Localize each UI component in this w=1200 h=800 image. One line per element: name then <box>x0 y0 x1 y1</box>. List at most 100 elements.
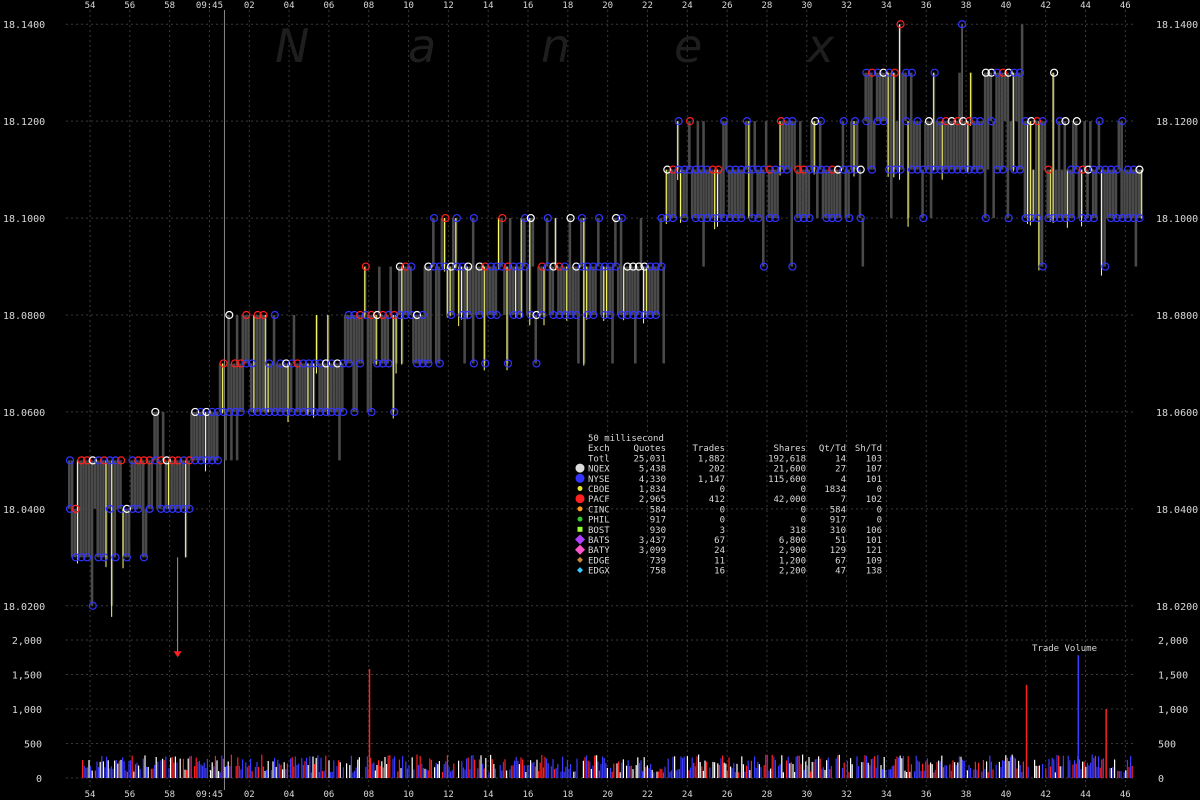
quote-marker-bid <box>219 407 228 417</box>
volume-bar <box>213 766 215 778</box>
volume-bar <box>754 756 756 778</box>
volume-bar <box>370 758 372 778</box>
quote-marker-ask <box>435 262 444 271</box>
volume-bar <box>1075 763 1077 778</box>
legend-cell: 758 <box>650 567 666 577</box>
quote-marker-bid <box>464 310 473 320</box>
volume-bar <box>770 768 772 778</box>
legend-cell: 11 <box>714 556 725 566</box>
volume-bar <box>954 762 956 778</box>
legend-cell: 0 <box>720 505 725 515</box>
volume-bar <box>446 755 448 778</box>
spread-block <box>73 508 77 558</box>
quote-marker-ask <box>424 262 433 271</box>
volume-bar <box>534 766 536 778</box>
x-tick-label-bottom: 30 <box>801 790 812 800</box>
spread-block <box>1046 169 1049 219</box>
quote-marker-ask <box>390 310 399 320</box>
volume-bar <box>491 759 493 778</box>
volume-bar <box>387 755 389 778</box>
spread-block <box>130 460 134 509</box>
quote-marker-ask <box>1044 165 1053 174</box>
spread-block <box>938 121 941 170</box>
spread-block <box>437 266 441 364</box>
volume-bar <box>837 755 839 778</box>
volume-bar <box>773 756 775 778</box>
volume-bar <box>379 766 381 778</box>
volume-bar <box>723 762 725 778</box>
volume-bar <box>1048 759 1050 778</box>
volume-bar <box>941 755 943 778</box>
volume-bar <box>229 766 231 778</box>
legend-cell: 129 <box>830 546 846 556</box>
spread-block <box>921 169 924 219</box>
quote-marker-ask <box>225 310 234 320</box>
volume-tick-label-left: 1,000 <box>12 705 42 716</box>
volume-bar <box>768 770 770 778</box>
spread-block <box>164 460 168 509</box>
quote-marker-bid <box>447 310 456 320</box>
spread-block <box>855 121 859 170</box>
volume-bar <box>616 763 618 778</box>
spread-block <box>383 315 387 364</box>
x-tick-label-bottom: 24 <box>682 790 693 800</box>
legend-cell: 1,200 <box>779 556 806 566</box>
spread-block <box>1000 72 1004 170</box>
volume-bar <box>675 770 677 778</box>
quote-marker-ask <box>276 359 285 368</box>
quote-marker-bid <box>316 407 325 417</box>
spread-block <box>491 266 495 315</box>
quote-marker-bid <box>356 359 365 368</box>
volume-bar <box>706 761 708 778</box>
volume-bar <box>992 769 994 778</box>
volume-bar <box>835 758 837 778</box>
volume-bar <box>587 760 589 778</box>
volume-peak-bar <box>1025 684 1028 778</box>
volume-bar <box>1011 754 1013 778</box>
quote-marker-ask <box>1050 68 1059 77</box>
volume-bar <box>518 764 520 778</box>
quote-marker-ask <box>1078 165 1087 174</box>
volume-bar <box>512 765 514 778</box>
volume-bar <box>189 756 191 778</box>
volume-bar <box>398 759 400 778</box>
volume-bar <box>957 762 959 778</box>
volume-bar <box>200 764 202 778</box>
spread-block <box>963 121 967 170</box>
volume-bar <box>914 771 916 778</box>
quote-marker-ask <box>708 165 717 174</box>
volume-bar <box>394 756 396 778</box>
volume-bar <box>936 761 938 778</box>
volume-bar <box>179 758 181 778</box>
quote-marker-bid <box>1067 213 1076 223</box>
volume-bar <box>1010 756 1012 778</box>
quote-marker-bid <box>634 310 643 320</box>
quote-marker-ask <box>412 310 422 320</box>
volume-bar <box>611 771 613 778</box>
spread-block <box>1083 121 1086 170</box>
quote-marker-ask <box>959 117 968 126</box>
volume-bar <box>1013 756 1015 778</box>
quote-marker-ask <box>486 262 496 271</box>
volume-bar <box>1059 766 1061 778</box>
volume-bar <box>560 771 562 778</box>
volume-bar <box>661 769 663 778</box>
volume-bar <box>1102 758 1104 778</box>
spread-block <box>434 266 438 364</box>
legend-cell: 0 <box>720 485 725 495</box>
spread-block <box>523 218 526 267</box>
quote-marker-ask <box>674 117 683 126</box>
quote-marker-ask <box>1067 165 1076 174</box>
volume-bar <box>731 768 733 778</box>
volume-bar <box>216 760 218 778</box>
volume-bar <box>134 764 136 778</box>
volume-bar <box>734 772 736 778</box>
quote-marker-bid <box>452 262 461 271</box>
volume-bar <box>802 754 804 778</box>
volume-bar <box>586 755 588 778</box>
x-tick-label-bottom: 38 <box>961 790 972 800</box>
quote-marker-ask <box>811 117 820 126</box>
price-tick-label-left: 18.0400 <box>3 505 45 516</box>
quote-marker-ask <box>600 262 609 271</box>
volume-bar <box>320 757 322 778</box>
